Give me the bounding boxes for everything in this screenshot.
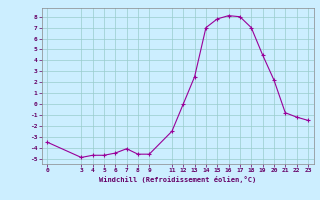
X-axis label: Windchill (Refroidissement éolien,°C): Windchill (Refroidissement éolien,°C) [99, 176, 256, 183]
